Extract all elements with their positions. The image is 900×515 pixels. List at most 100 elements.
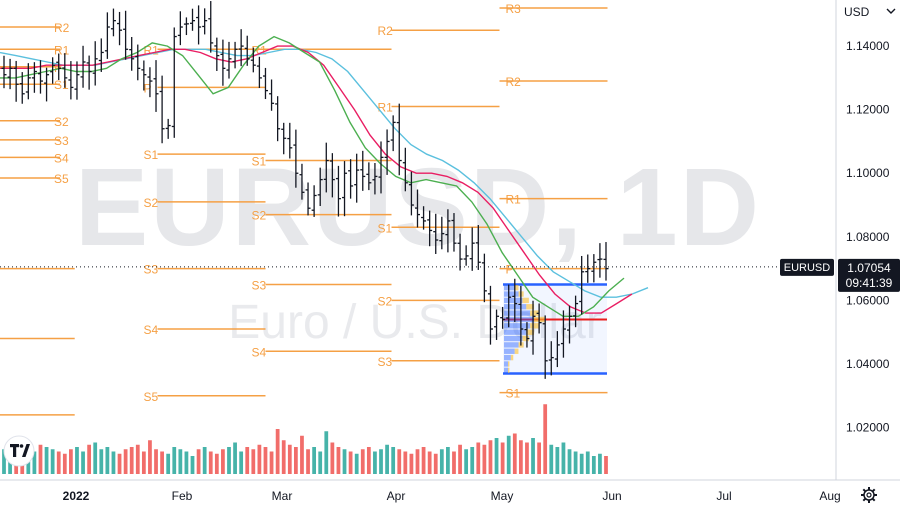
ohlc-bar	[342, 161, 348, 217]
ohlc-bar	[262, 67, 268, 100]
ohlc-bar	[469, 227, 475, 271]
ohlc-bar	[414, 189, 420, 228]
volume-bar	[190, 456, 195, 474]
ohlc-bar	[92, 41, 98, 86]
volume-bar	[239, 451, 244, 474]
volume-bar	[129, 447, 134, 474]
volume-bar	[537, 442, 541, 474]
ohlc-bar	[147, 67, 153, 98]
volume-bar	[409, 453, 414, 474]
volume-bar	[93, 442, 98, 474]
ohlc-bar	[524, 322, 530, 348]
volume-bar	[2, 449, 6, 474]
ohlc-bar	[427, 210, 433, 247]
ohlc-bar	[494, 309, 500, 340]
ohlc-bar	[44, 67, 50, 102]
ohlc-bar	[335, 165, 341, 217]
ohlc-bar	[457, 233, 463, 271]
ohlc-bar	[548, 341, 554, 376]
volume-profile[interactable]	[503, 283, 607, 375]
vp-histogram-row	[526, 329, 535, 335]
pivot-label: P	[144, 81, 152, 95]
ohlc-bar	[13, 60, 19, 102]
volume-bar	[427, 451, 432, 474]
moving-averages	[0, 35, 649, 317]
pivot-label: R1	[506, 193, 522, 207]
ohlc-bar	[256, 56, 262, 89]
currency-dropdown-chevron-icon[interactable]	[886, 8, 896, 14]
date-tick-label: Aug	[819, 489, 840, 503]
volume-bar	[464, 449, 469, 474]
ohlc-bar	[554, 331, 560, 368]
pivot-label: R2	[378, 24, 394, 38]
ohlc-bar	[573, 295, 579, 328]
vp-histogram-row	[504, 297, 523, 304]
pivot-label: R1	[378, 100, 394, 114]
volume-bar	[56, 451, 61, 474]
volume-bar	[598, 453, 602, 474]
time-scale-background	[0, 480, 900, 510]
volume-bar	[178, 449, 183, 474]
pivot-label: S3	[144, 263, 159, 277]
ohlc-bar	[402, 147, 408, 192]
volume-bar	[446, 447, 450, 474]
ohlc-bar	[463, 245, 469, 266]
volume-bar	[488, 440, 493, 474]
volume-bar	[135, 444, 140, 474]
pivot-label: R1	[54, 43, 70, 57]
volume-bar	[525, 442, 529, 474]
ohlc-bar	[208, 1, 214, 53]
volume-bar	[391, 447, 396, 474]
ohlc-bar	[597, 243, 603, 278]
ohlc-bar	[275, 96, 281, 142]
pivot-label: R2	[506, 75, 522, 89]
volume-bar	[439, 449, 444, 474]
ohlc-bar	[305, 182, 311, 216]
ohlc-bar	[293, 129, 299, 188]
pivot-label: S1	[378, 221, 393, 235]
ohlc-bar	[1, 55, 7, 89]
volume-bar	[415, 449, 420, 474]
volume-bar	[202, 447, 207, 474]
vp-histogram-row	[510, 354, 514, 361]
tradingview-logo-icon[interactable]	[3, 435, 35, 467]
volume-bar	[154, 449, 158, 474]
date-tick-label: 2022	[63, 489, 90, 503]
vp-histogram-row	[508, 367, 510, 374]
ohlc-bar	[250, 47, 256, 73]
ohlc-bar	[19, 72, 25, 104]
volume-bar	[160, 451, 164, 474]
price-tick-label: 1.06000	[846, 293, 890, 307]
time-scale[interactable]: 2022 Feb Mar Apr May Jun Jul Aug	[0, 479, 900, 510]
price-badge	[838, 258, 900, 292]
pivot-label: R3	[506, 2, 522, 16]
volume-bar	[214, 453, 219, 474]
vp-histogram-row	[504, 354, 511, 361]
ohlc-bar	[123, 10, 129, 60]
volume-bar	[360, 449, 365, 474]
ohlc-bar	[196, 5, 202, 45]
ohlc-bar	[110, 8, 116, 37]
volume-bar	[342, 449, 347, 474]
price-scale[interactable]: USD 1.140001.120001.100001.080001.060001…	[835, 0, 900, 480]
ohlc-bar	[542, 315, 548, 379]
volume-bar	[543, 404, 548, 474]
ohlc-bar	[62, 53, 68, 88]
ohlc-bar	[68, 61, 74, 100]
volume-bar	[99, 449, 104, 474]
volume-bar	[75, 447, 79, 474]
price-tick-label: 1.08000	[846, 230, 890, 244]
ohlc-bar	[153, 60, 159, 112]
ohlc-bar	[585, 254, 591, 283]
gear-icon[interactable]	[861, 487, 877, 503]
price-scale-background	[836, 0, 900, 480]
pivot-label: S5	[54, 172, 69, 186]
ohlc-bar	[98, 38, 104, 72]
ohlc-bar	[433, 213, 439, 254]
volume-bar	[604, 456, 608, 474]
date-tick-label: Jun	[602, 489, 621, 503]
ohlc-bar	[329, 153, 335, 198]
price-tick-label: 1.14000	[846, 39, 890, 53]
